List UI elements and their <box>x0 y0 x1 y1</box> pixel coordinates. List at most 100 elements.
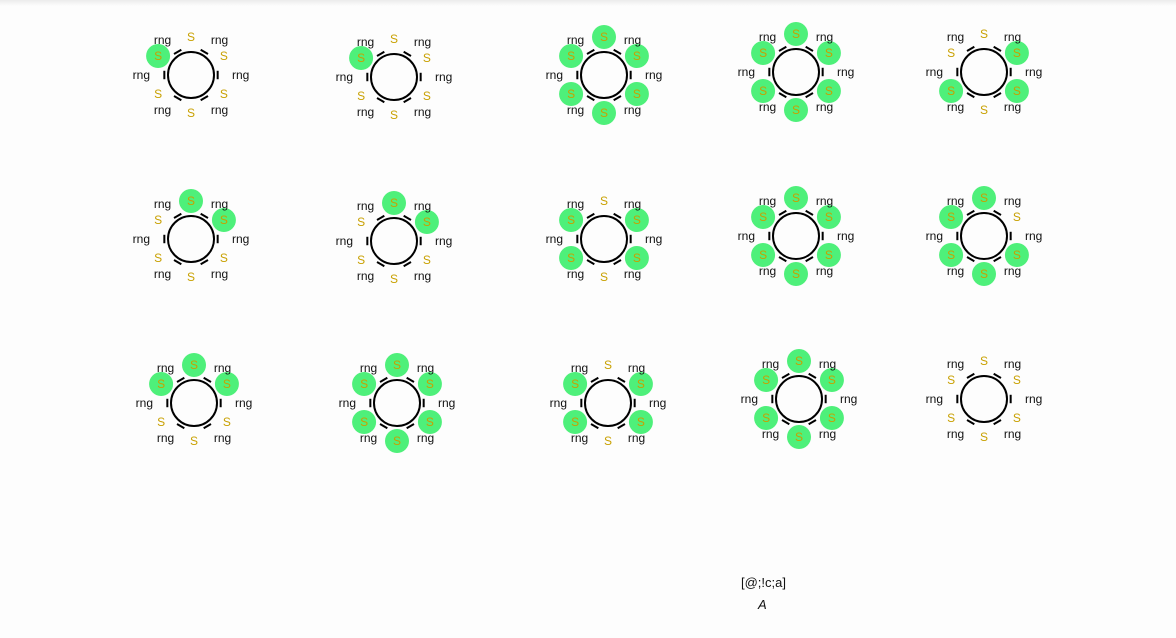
rng-label: rng <box>1004 100 1021 114</box>
rng-label: rng <box>741 392 758 406</box>
sulfur-atom-label: S <box>795 430 803 444</box>
bond-line <box>376 50 385 57</box>
rng-label: rng <box>837 65 854 79</box>
bond-line <box>993 419 1002 426</box>
sulfur-atom-label: S <box>390 196 398 210</box>
bond-line <box>993 372 1002 379</box>
atom-highlight <box>819 406 844 430</box>
bond-line <box>173 48 182 55</box>
rng-label: rng <box>816 100 833 114</box>
atom-highlight <box>414 210 439 234</box>
sulfur-atom-label: S <box>947 248 955 262</box>
bond-line <box>406 376 415 383</box>
rng-label: rng <box>154 103 171 117</box>
sulfur-atom-label: S <box>762 411 770 425</box>
rng-label: rng <box>926 65 943 79</box>
rng-label: rng <box>414 199 431 213</box>
query-smarts-label: [@;!c;a] <box>741 575 786 590</box>
atom-highlight <box>816 79 841 103</box>
rng-label: rng <box>357 269 374 283</box>
ring-circle <box>580 215 628 263</box>
sulfur-atom-label: S <box>187 270 195 284</box>
rng-label: rng <box>762 427 779 441</box>
ring-circle <box>772 212 820 260</box>
atom-highlight <box>751 205 776 229</box>
molecule-9: rng rng rng rng rng rng S S S S S S <box>738 186 854 286</box>
rng-label: rng <box>759 30 776 44</box>
molecule-13: rng rng rng rng rng rng S S S S S S <box>550 358 667 448</box>
sulfur-atom-label: S <box>220 49 228 63</box>
sulfur-atom-label: S <box>393 434 401 448</box>
bond-line <box>403 261 412 268</box>
atom-highlight <box>754 406 779 430</box>
bond-line <box>403 50 412 57</box>
rng-label: rng <box>926 392 943 406</box>
ring-circle <box>960 212 1008 260</box>
ring-circle <box>960 48 1008 96</box>
bond-line <box>586 95 595 102</box>
bond-line <box>586 259 595 266</box>
atom-highlight <box>939 79 964 103</box>
ring-circle <box>580 51 628 99</box>
atom-highlight <box>349 46 374 70</box>
rng-label: rng <box>624 103 641 117</box>
bond-line <box>966 92 975 99</box>
rng-label: rng <box>926 229 943 243</box>
sulfur-atom-label: S <box>187 194 195 208</box>
sulfur-atom-label: S <box>426 377 434 391</box>
sulfur-atom-label: S <box>223 415 231 429</box>
sulfur-atom-label: S <box>980 354 988 368</box>
bond-line <box>590 423 599 430</box>
bond-line <box>203 423 212 430</box>
bond-line <box>808 419 817 426</box>
sulfur-atom-label: S <box>825 248 833 262</box>
rng-label: rng <box>645 232 662 246</box>
atom-highlight <box>751 41 776 65</box>
sulfur-atom-label: S <box>190 434 198 448</box>
ring-circle <box>170 379 218 427</box>
rng-label: rng <box>357 199 374 213</box>
sulfur-atom-label: S <box>567 49 575 63</box>
sulfur-atom-label: S <box>759 248 767 262</box>
sulfur-atom-label: S <box>220 251 228 265</box>
sulfur-atom-label: S <box>390 32 398 46</box>
ring-circle <box>167 51 215 99</box>
sulfur-atom-label: S <box>1013 84 1021 98</box>
ring-circle <box>775 375 823 423</box>
bond-line <box>805 256 814 263</box>
sulfur-atom-label: S <box>571 377 579 391</box>
rng-label: rng <box>819 357 836 371</box>
sulfur-atom-label: S <box>947 411 955 425</box>
atom-highlight <box>563 410 588 434</box>
atom-highlight <box>417 410 442 434</box>
rng-label: rng <box>624 267 641 281</box>
rng-label: rng <box>154 267 171 281</box>
atom-highlight <box>146 44 171 68</box>
sulfur-atom-label: S <box>980 27 988 41</box>
ring-circle <box>370 53 418 101</box>
atom-highlight <box>149 372 174 396</box>
sulfur-atom-label: S <box>423 253 431 267</box>
bond-line <box>966 419 975 426</box>
bond-line <box>613 48 622 55</box>
atom-highlight <box>1004 243 1029 267</box>
atom-highlight <box>628 372 653 396</box>
rng-label: rng <box>1004 194 1021 208</box>
bond-line <box>403 97 412 104</box>
rng-label: rng <box>759 100 776 114</box>
sulfur-atom-label: S <box>795 354 803 368</box>
sulfur-atom-label: S <box>947 373 955 387</box>
rng-label: rng <box>546 68 563 82</box>
rng-label: rng <box>235 396 252 410</box>
rng-label: rng <box>738 229 755 243</box>
atom-highlight <box>784 98 808 122</box>
bond-line <box>808 372 817 379</box>
sulfur-atom-label: S <box>792 267 800 281</box>
atom-highlight <box>787 425 811 449</box>
sulfur-atom-label: S <box>792 103 800 117</box>
atom-highlight <box>816 205 841 229</box>
bond-line <box>781 419 790 426</box>
ring-circle <box>167 215 215 263</box>
bond-line <box>176 423 185 430</box>
